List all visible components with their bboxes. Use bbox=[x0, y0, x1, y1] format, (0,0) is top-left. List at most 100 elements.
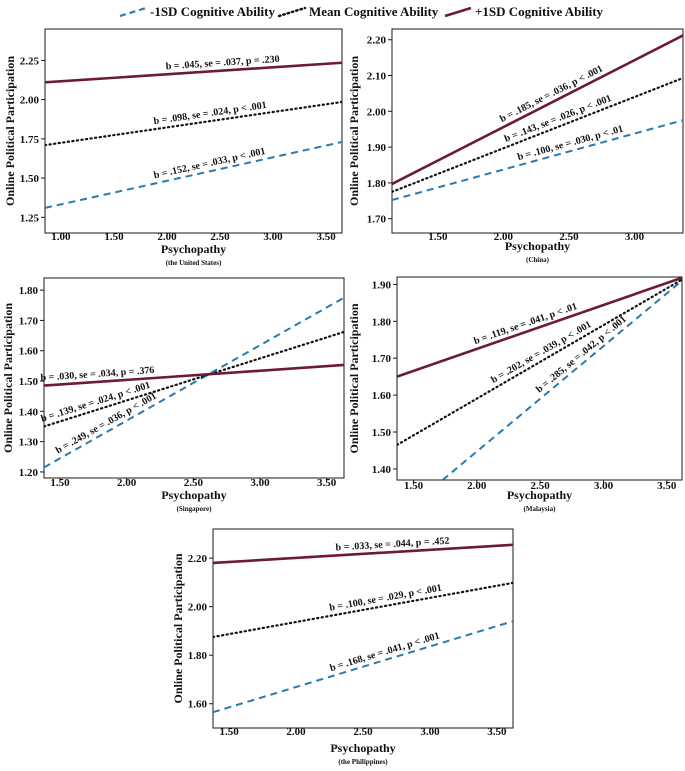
y-tick-label: 2.20 bbox=[188, 553, 208, 565]
plot-frame bbox=[391, 28, 684, 234]
chart-panel-united-states: 1.00 1.50 2.00 2.50 3.00 3.50 1.25 1.50 1.75 2.00… bbox=[3, 28, 343, 267]
x-tick-label: 2.50 bbox=[210, 231, 230, 243]
x-axis-label: Psychopathy bbox=[330, 741, 395, 755]
x-axis-label: Psychopathy bbox=[161, 488, 226, 502]
x-tick-label: 1.50 bbox=[404, 480, 424, 492]
x-tick-label: 2.50 bbox=[531, 480, 551, 492]
legend: -1SD Cognitive Ability Mean Cognitive Ab… bbox=[0, 2, 685, 22]
series-line-plus1sd bbox=[213, 543, 513, 565]
y-tick-label: 1.25 bbox=[20, 212, 40, 224]
x-tick-label: 2.50 bbox=[184, 477, 204, 489]
x-tick-label: 2.50 bbox=[353, 726, 373, 738]
series-line-mean bbox=[45, 100, 342, 147]
y-tick-label: 2.10 bbox=[367, 71, 387, 83]
series-line-plus1sd bbox=[397, 277, 682, 378]
y-tick-label: 1.80 bbox=[367, 178, 387, 190]
y-tick-label: 1.70 bbox=[372, 353, 392, 365]
y-axis-label: Online Political Participation bbox=[3, 56, 17, 206]
y-tick-label: 1.70 bbox=[367, 214, 387, 226]
y-tick-label: 1.90 bbox=[372, 279, 392, 291]
series-line-minus1sd bbox=[213, 620, 513, 714]
dotted-line-icon bbox=[277, 6, 307, 18]
x-tick-label: 2.00 bbox=[157, 231, 177, 243]
y-axis-label: Online Political Participation bbox=[171, 553, 185, 703]
legend-label: -1SD Cognitive Ability bbox=[150, 4, 275, 19]
chart-panel-china: 1.50 2.00 2.50 3.00 1.70 1.80 1.90 2.00 2.10 2.20… bbox=[347, 28, 684, 264]
plot-frame bbox=[44, 28, 343, 234]
y-tick-label: 2.00 bbox=[188, 602, 208, 614]
y-tick-label: 2.25 bbox=[20, 55, 40, 67]
x-tick-label: 2.00 bbox=[467, 480, 487, 492]
y-axis-label: Online Political Participation bbox=[1, 303, 15, 453]
country-label: (China) bbox=[526, 256, 550, 264]
dashed-line-icon bbox=[119, 6, 147, 18]
y-axis-label: Online Political Participation bbox=[347, 303, 361, 453]
x-axis-label: Psychopathy bbox=[161, 242, 226, 256]
x-tick-label: 2.50 bbox=[559, 231, 579, 243]
x-tick-label: 1.50 bbox=[428, 231, 448, 243]
solid-line-icon bbox=[444, 6, 472, 18]
x-tick-label: 1.50 bbox=[50, 477, 70, 489]
series-line-mean bbox=[44, 330, 344, 428]
y-tick-label: 2.20 bbox=[367, 35, 387, 47]
series-line-minus1sd bbox=[392, 119, 683, 202]
x-tick-label: 3.00 bbox=[263, 231, 283, 243]
chart-panel-malaysia: 1.50 2.00 2.50 3.00 3.50 1.40 1.50 1.60 1.70 1.80… bbox=[347, 276, 683, 513]
y-tick-label: 1.80 bbox=[372, 316, 392, 328]
y-tick-label: 1.60 bbox=[372, 390, 392, 402]
series-line-minus1sd bbox=[44, 296, 344, 469]
series-line-mean bbox=[213, 581, 513, 639]
x-tick-label: 3.50 bbox=[487, 726, 507, 738]
x-tick-label: 1.50 bbox=[219, 726, 239, 738]
x-tick-label: 3.50 bbox=[316, 231, 336, 243]
x-axis-label: Psychopathy bbox=[507, 488, 572, 502]
y-tick-label: 1.30 bbox=[19, 437, 39, 449]
series-line-mean bbox=[397, 278, 682, 447]
country-label: (Singapore) bbox=[177, 505, 213, 513]
plot-frame bbox=[396, 276, 683, 481]
x-tick-label: 2.00 bbox=[117, 477, 137, 489]
series-line-minus1sd bbox=[441, 279, 682, 480]
y-tick-label: 1.80 bbox=[19, 285, 39, 297]
x-tick-label: 3.00 bbox=[420, 726, 440, 738]
x-tick-label: 3.50 bbox=[657, 480, 677, 492]
y-tick-label: 1.50 bbox=[19, 376, 39, 388]
x-tick-label: 2.00 bbox=[286, 726, 306, 738]
x-tick-label: 3.00 bbox=[250, 477, 270, 489]
y-tick-label: 1.40 bbox=[372, 464, 392, 476]
series-group bbox=[44, 296, 344, 469]
series-group bbox=[45, 61, 342, 209]
legend-item-mean: Mean Cognitive Ability bbox=[277, 2, 438, 22]
country-label: (the Philippines) bbox=[338, 758, 388, 766]
plot-frame bbox=[43, 277, 345, 479]
y-tick-label: 1.20 bbox=[19, 467, 39, 479]
y-tick-label: 1.50 bbox=[20, 173, 40, 185]
y-tick-label: 2.00 bbox=[367, 106, 387, 118]
y-tick-label: 1.70 bbox=[19, 315, 39, 327]
y-tick-label: 1.75 bbox=[20, 134, 40, 146]
series-line-plus1sd bbox=[392, 34, 683, 186]
x-tick-label: 3.00 bbox=[625, 231, 645, 243]
y-tick-label: 1.50 bbox=[372, 427, 392, 439]
x-tick-label: 3.00 bbox=[594, 480, 614, 492]
x-tick-label: 1.00 bbox=[51, 231, 71, 243]
x-tick-label: 3.50 bbox=[317, 477, 337, 489]
chart-panel-philippines: 1.50 2.00 2.50 3.00 3.501.601.802.002.20b = … bbox=[171, 528, 514, 766]
legend-label: Mean Cognitive Ability bbox=[309, 4, 439, 19]
x-axis-label: Psychopathy bbox=[505, 239, 570, 253]
y-tick-label: 1.60 bbox=[19, 346, 39, 358]
series-line-mean bbox=[392, 76, 683, 193]
series-group bbox=[397, 277, 682, 480]
y-tick-label: 1.80 bbox=[188, 650, 208, 662]
y-tick-label: 1.60 bbox=[188, 699, 208, 711]
chart-panel-singapore: 1.50 2.00 2.50 3.00 3.50 1.20 1.30 1.40 1.50 1.60… bbox=[1, 277, 345, 513]
country-label: (Malaysia) bbox=[524, 505, 557, 513]
y-axis-label: Online Political Participation bbox=[347, 56, 361, 206]
y-tick-label: 2.00 bbox=[20, 95, 40, 107]
x-tick-label: 1.50 bbox=[104, 231, 124, 243]
x-tick-label: 2.00 bbox=[494, 231, 514, 243]
y-tick-label: 1.40 bbox=[19, 406, 39, 418]
series-group bbox=[213, 543, 513, 714]
series-line-minus1sd bbox=[45, 141, 342, 209]
country-label: (the United States) bbox=[166, 259, 222, 267]
